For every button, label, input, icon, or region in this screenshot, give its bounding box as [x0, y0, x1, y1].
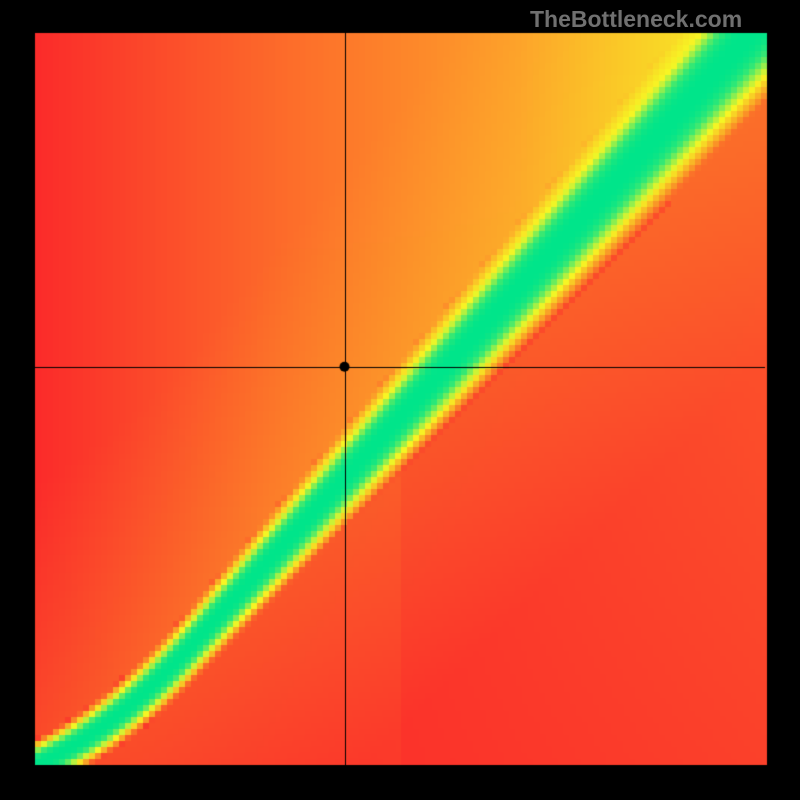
watermark-text: TheBottleneck.com [530, 6, 742, 33]
chart-container: TheBottleneck.com [0, 0, 800, 800]
heatmap-canvas [0, 0, 800, 800]
